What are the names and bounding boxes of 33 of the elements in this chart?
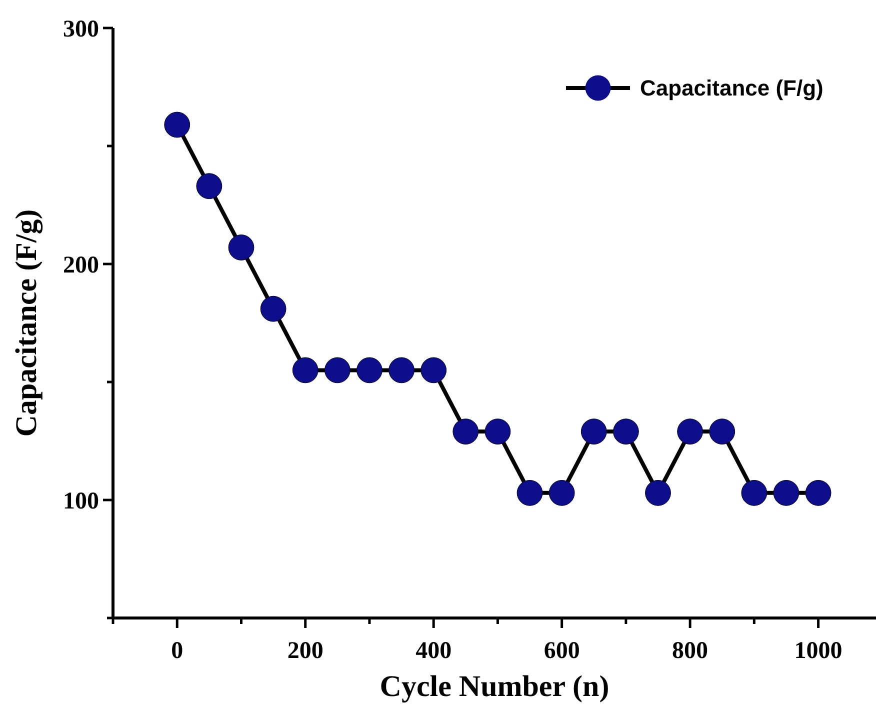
point: [484, 418, 511, 444]
point: [452, 418, 479, 444]
x-tick-label: 1000: [794, 638, 842, 664]
x-tick-label: 0: [171, 638, 184, 664]
point: [292, 357, 318, 384]
x-axis-title: Cycle Number (n): [380, 670, 610, 703]
y-tick-label: 300: [63, 16, 99, 42]
point: [388, 357, 414, 384]
point: [741, 480, 768, 506]
point: [805, 480, 832, 506]
y-axis-title: Capacitance (F/g): [10, 209, 43, 437]
x-tick-label: 800: [672, 638, 708, 664]
point: [164, 112, 190, 138]
point: [228, 234, 254, 260]
point: [773, 480, 800, 506]
point: [580, 418, 607, 444]
point: [548, 480, 575, 506]
point: [709, 418, 736, 444]
point: [516, 480, 543, 506]
point: [324, 357, 350, 384]
point: [356, 357, 382, 384]
point: [677, 418, 704, 444]
point: [645, 480, 671, 506]
legend-label: Capacitance (F/g): [640, 76, 824, 101]
point: [196, 173, 222, 200]
x-tick-label: 600: [544, 638, 580, 664]
x-tick-label: 400: [416, 638, 452, 664]
point: [612, 418, 639, 444]
point: [260, 296, 286, 322]
y-tick-label: 200: [63, 252, 99, 278]
point: [420, 357, 447, 384]
x-tick-label: 200: [287, 638, 324, 664]
y-tick-label: 100: [63, 488, 99, 514]
